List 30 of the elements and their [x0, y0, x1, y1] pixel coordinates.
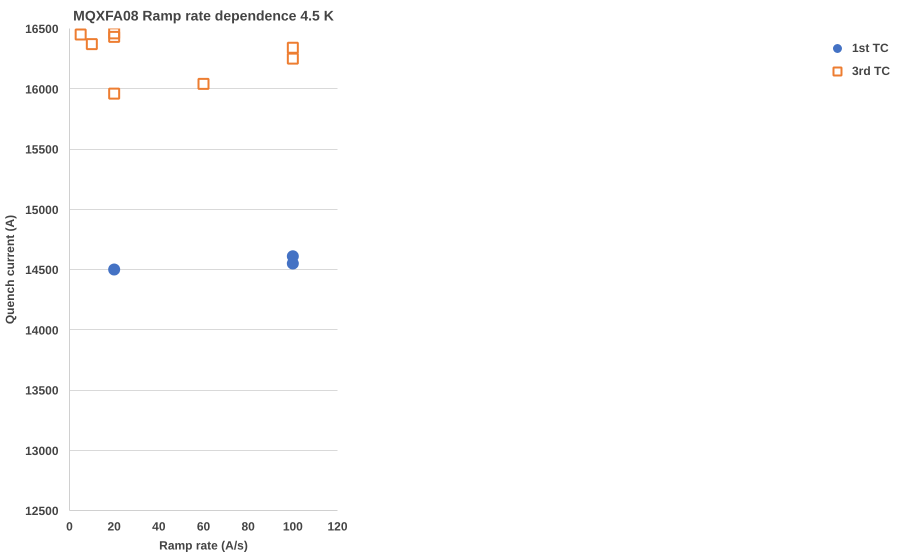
- chart-title: MQXFA08 Ramp rate dependence 4.5 K: [73, 8, 334, 24]
- point: [108, 30, 120, 43]
- y-tick-label: 16000: [25, 82, 59, 96]
- point: [286, 42, 299, 54]
- point: [74, 28, 87, 41]
- point: [108, 264, 120, 276]
- y-tick-label: 14500: [25, 263, 59, 277]
- x-tick-label: 80: [241, 520, 256, 534]
- x-tick-label: 0: [66, 520, 74, 534]
- point: [108, 88, 120, 100]
- legend-label: 3rd TC: [852, 64, 890, 78]
- x-tick-label: 60: [196, 520, 210, 534]
- y-tick-label: 13500: [25, 384, 59, 398]
- y-axis-title: Quench current (A): [3, 214, 18, 324]
- point: [86, 38, 98, 50]
- y-tick-label: 14000: [25, 323, 59, 338]
- y-tick-label: 15000: [25, 202, 59, 217]
- x-tick-label: 120: [327, 520, 348, 534]
- x-axis-title: Ramp rate (A/s): [159, 538, 248, 552]
- point: [108, 28, 120, 40]
- point: [286, 52, 299, 65]
- x-tick-label: 40: [152, 520, 166, 534]
- x-tick-label: 100: [282, 520, 304, 534]
- y-tick-label: 15500: [25, 142, 59, 156]
- y-tick-label: 16500: [25, 22, 59, 36]
- y-tick-label: 13000: [25, 444, 59, 458]
- y-tick-label: 12500: [25, 504, 59, 518]
- legend-label: 1st TC: [852, 41, 889, 55]
- x-tick-label: 20: [107, 520, 122, 534]
- point: [198, 78, 210, 90]
